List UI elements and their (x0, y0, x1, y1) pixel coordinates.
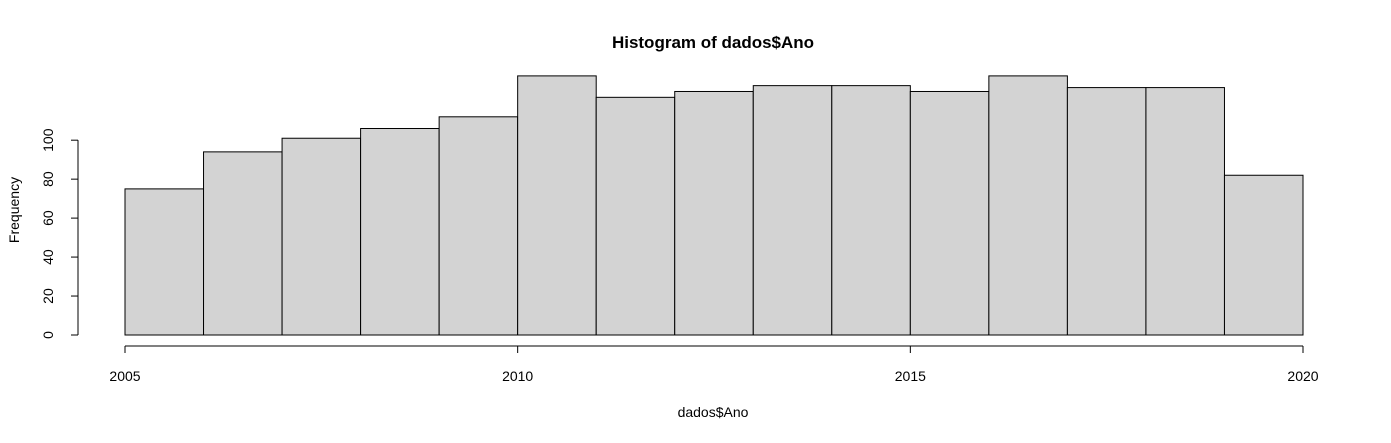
x-tick-label-2005: 2005 (109, 368, 140, 384)
histogram-bar-2008 (360, 127, 440, 336)
x-tick-label-2020: 2020 (1287, 368, 1318, 384)
histogram-bar-2019 (1223, 174, 1304, 336)
x-tick-label-2015: 2015 (895, 368, 926, 384)
y-tick-label-0: 0 (40, 331, 56, 339)
x-axis-label: dados$Ano (678, 404, 749, 420)
y-tick-label-40: 40 (40, 249, 56, 265)
histogram-bar-2014 (831, 85, 911, 336)
y-axis: 0 20 40 60 80 100 (40, 128, 79, 339)
x-tick-label-2010: 2010 (502, 368, 533, 384)
histogram-bar-2006 (203, 151, 283, 336)
histogram-bar-2018 (1145, 87, 1225, 336)
y-tick-label-80: 80 (40, 171, 56, 187)
histogram-bar-2010 (517, 75, 597, 336)
histogram-bar-2011 (595, 96, 676, 336)
histogram-bar-2007 (281, 137, 362, 336)
histogram-bar-2017 (1066, 87, 1147, 336)
histogram-bar-2015 (909, 90, 990, 336)
histogram-bar-2009 (438, 116, 519, 336)
y-axis-label: Frequency (6, 177, 22, 243)
x-axis: 2005 2010 2015 2020 (109, 345, 1319, 384)
y-tick-label-60: 60 (40, 210, 56, 226)
y-tick-label-20: 20 (40, 288, 56, 304)
bars-group (124, 75, 1304, 336)
histogram-bar-2016 (988, 75, 1068, 336)
histogram-bar-2013 (752, 85, 833, 336)
chart-title: Histogram of dados$Ano (612, 33, 814, 52)
y-tick-label-100: 100 (40, 128, 56, 152)
histogram-bar-2005 (124, 188, 205, 336)
histogram-bar-2012 (674, 90, 754, 336)
